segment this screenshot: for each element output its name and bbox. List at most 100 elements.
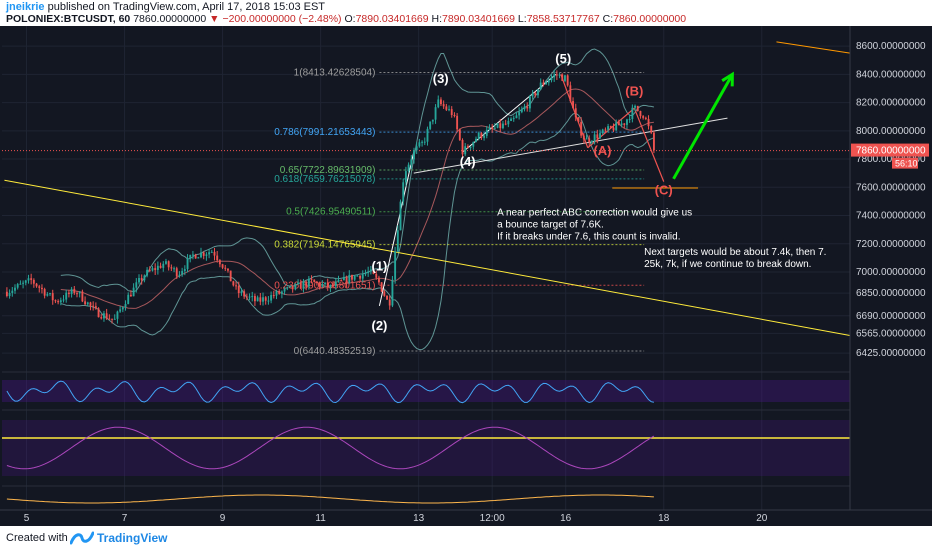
- candle-body: [216, 255, 219, 261]
- candle-body: [78, 291, 81, 294]
- stoch-band: [2, 420, 850, 476]
- author-link[interactable]: jneikrie: [6, 1, 45, 13]
- bollinger-bands: [60, 48, 655, 351]
- last-price: 7860.00000000: [133, 13, 207, 25]
- candle-body: [289, 285, 291, 288]
- chart-annotations: A near perfect ABC correction would give…: [497, 208, 826, 271]
- candle-body: [626, 119, 628, 125]
- wave-label: (4): [460, 154, 476, 169]
- price-tick-label: 6565.00000000: [856, 328, 926, 339]
- candle-body: [620, 123, 623, 126]
- candle-body: [140, 278, 143, 281]
- price-tick-label: 6850.00000000: [856, 288, 926, 299]
- high-value: 7890.03401669: [442, 13, 515, 25]
- candle-body: [76, 293, 78, 295]
- tradingview-brand[interactable]: TradingView: [97, 531, 168, 545]
- candle-body: [491, 127, 494, 129]
- candle-body: [154, 268, 157, 271]
- candle-body: [359, 275, 362, 279]
- tradingview-logo-icon[interactable]: [70, 530, 94, 546]
- candle-body: [41, 287, 43, 290]
- candle-body: [178, 274, 181, 277]
- fibonacci-retracement[interactable]: 1(8413.42628504) 0.786(7991.21653443) 0.65…: [274, 67, 645, 357]
- candle-body: [286, 287, 289, 289]
- candle-body: [526, 106, 529, 109]
- time-tick-label: 13: [413, 513, 425, 524]
- candle-body: [189, 254, 192, 259]
- candle-body: [218, 260, 221, 265]
- candle-body: [520, 109, 523, 113]
- candle-body: [445, 106, 448, 110]
- candle-body: [421, 141, 424, 143]
- candle-body: [310, 278, 313, 280]
- candle-body: [251, 296, 254, 298]
- time-tick-label: 18: [658, 513, 670, 524]
- publish-header: jneikrie published on TradingView.com, A…: [0, 0, 932, 26]
- candle-body: [437, 99, 440, 108]
- candle-body: [256, 297, 259, 302]
- open-value: 7890.03401669: [355, 13, 429, 25]
- candle-body: [440, 99, 442, 105]
- trend-lines[interactable]: [2, 41, 851, 337]
- candle-body: [49, 293, 51, 295]
- candle-body: [404, 171, 407, 183]
- bollinger-lower: [60, 112, 655, 351]
- price-tick-label: 7200.00000000: [856, 239, 926, 250]
- time-axis[interactable]: 5 7 9 11 13 12:00 16 18 20: [0, 509, 932, 526]
- candle-body: [24, 280, 27, 283]
- candle-body: [537, 89, 539, 96]
- target-arrow-head: [721, 71, 734, 87]
- candle-body: [283, 288, 286, 292]
- candle-body: [297, 282, 300, 285]
- candle-body: [200, 252, 202, 258]
- fib-level-label: 0.5(7426.95490511): [286, 207, 375, 218]
- price-tick-label: 6425.00000000: [856, 348, 926, 359]
- wave-line: [378, 151, 415, 306]
- candle-body: [329, 284, 332, 288]
- abc-line: [633, 108, 665, 182]
- candle-body: [205, 254, 208, 256]
- candle-body: [580, 122, 583, 136]
- candle-body: [512, 118, 515, 120]
- candlestick-series: [5, 70, 655, 324]
- candle-body: [388, 299, 391, 306]
- candle-body: [337, 279, 340, 282]
- candle-body: [262, 297, 264, 302]
- candle-body: [194, 254, 197, 259]
- candle-body: [30, 278, 33, 280]
- candle-body: [270, 295, 273, 301]
- candle-body: [57, 301, 60, 303]
- candle-body: [113, 318, 116, 320]
- candle-body: [631, 107, 634, 120]
- candle-body: [105, 313, 108, 319]
- candle-body: [628, 119, 631, 121]
- candle-body: [121, 307, 124, 310]
- fib-level-label: 1(8413.42628504): [294, 67, 376, 78]
- candle-body: [62, 299, 65, 301]
- candle-body: [364, 273, 367, 275]
- candle-body: [542, 82, 545, 85]
- time-tick-label: 16: [560, 513, 572, 524]
- symbol-label[interactable]: POLONIEX:BTCUSDT, 60: [6, 13, 131, 25]
- candle-body: [466, 146, 469, 148]
- candle-body: [642, 116, 645, 118]
- candle-body: [232, 281, 235, 286]
- candle-body: [534, 92, 537, 96]
- price-axis[interactable]: 100.00000.000080.000060.000040.000020.00…: [849, 26, 932, 526]
- price-chart[interactable]: 1(8413.42628504) 0.786(7991.21653443) 0.65…: [0, 26, 932, 526]
- candle-body: [315, 282, 318, 284]
- candle-body: [235, 285, 238, 287]
- candle-body: [372, 269, 375, 274]
- candle-body: [143, 275, 146, 281]
- candle-body: [275, 291, 278, 296]
- time-tick-label: 7: [122, 513, 128, 524]
- close-label: C:: [602, 13, 614, 25]
- time-tick-label: 20: [756, 513, 768, 524]
- candle-body: [334, 281, 337, 287]
- candle-body: [46, 294, 49, 296]
- candle-body: [496, 123, 499, 128]
- candle-body: [504, 123, 507, 125]
- abc-line: [560, 74, 589, 148]
- candle-body: [415, 146, 418, 151]
- fib-level-label: 0.65(7722.89631909): [280, 165, 376, 176]
